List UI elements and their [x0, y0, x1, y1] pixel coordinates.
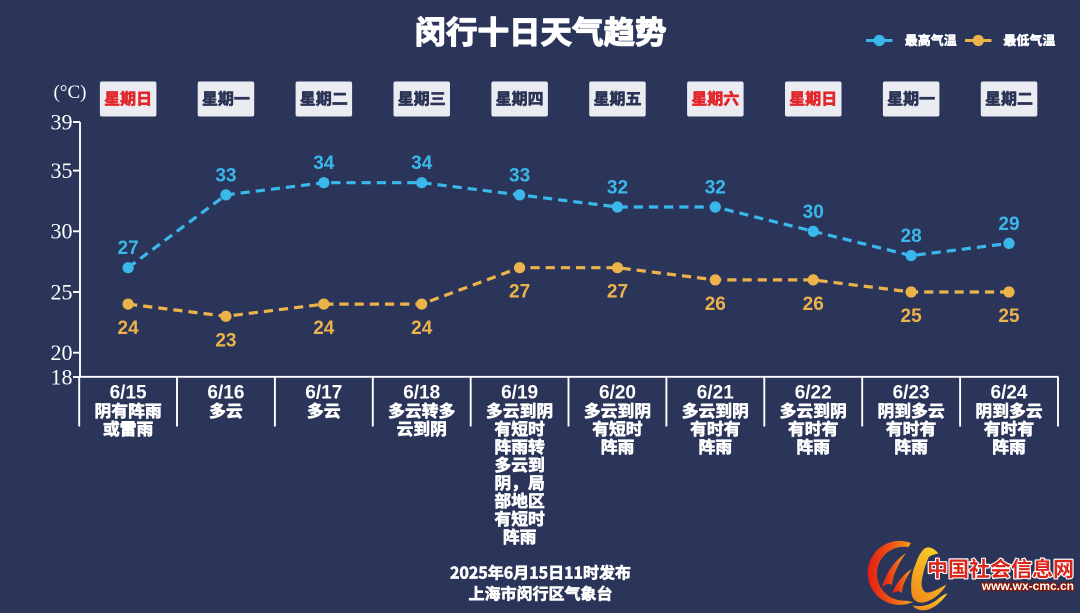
svg-text:6/24: 6/24 — [991, 383, 1028, 404]
svg-text:6/22: 6/22 — [795, 383, 832, 404]
svg-text:33: 33 — [215, 165, 236, 186]
svg-text:6/18: 6/18 — [403, 383, 440, 404]
svg-text:18: 18 — [51, 364, 73, 389]
svg-text:23: 23 — [215, 330, 236, 351]
svg-text:34: 34 — [411, 153, 433, 174]
svg-text:30: 30 — [803, 202, 824, 223]
svg-text:27: 27 — [607, 282, 628, 303]
svg-text:32: 32 — [607, 178, 628, 199]
svg-text:35: 35 — [51, 158, 73, 183]
svg-text:6/17: 6/17 — [305, 383, 342, 404]
svg-text:30: 30 — [51, 219, 73, 244]
svg-text:25: 25 — [998, 306, 1020, 327]
svg-text:26: 26 — [803, 294, 824, 315]
svg-text:24: 24 — [313, 318, 335, 339]
svg-text:27: 27 — [509, 282, 530, 303]
svg-text:www.wx-cmc.cn: www.wx-cmc.cn — [981, 579, 1074, 593]
svg-text:33: 33 — [509, 165, 530, 186]
svg-text:25: 25 — [901, 306, 923, 327]
svg-text:(°C): (°C) — [54, 82, 87, 103]
svg-text:6/21: 6/21 — [697, 383, 734, 404]
svg-text:32: 32 — [705, 178, 726, 199]
svg-text:6/20: 6/20 — [599, 383, 636, 404]
svg-text:29: 29 — [998, 214, 1019, 235]
svg-text:20: 20 — [51, 340, 73, 365]
svg-text:39: 39 — [51, 109, 73, 134]
svg-text:6/19: 6/19 — [501, 383, 538, 404]
svg-text:6/23: 6/23 — [893, 383, 930, 404]
svg-text:28: 28 — [901, 226, 922, 247]
svg-text:27: 27 — [118, 238, 139, 259]
svg-text:25: 25 — [51, 279, 73, 304]
svg-text:6/15: 6/15 — [110, 383, 147, 404]
svg-text:24: 24 — [118, 318, 140, 339]
svg-text:26: 26 — [705, 294, 726, 315]
svg-text:34: 34 — [313, 153, 335, 174]
svg-text:24: 24 — [411, 318, 433, 339]
svg-text:6/16: 6/16 — [207, 383, 244, 404]
